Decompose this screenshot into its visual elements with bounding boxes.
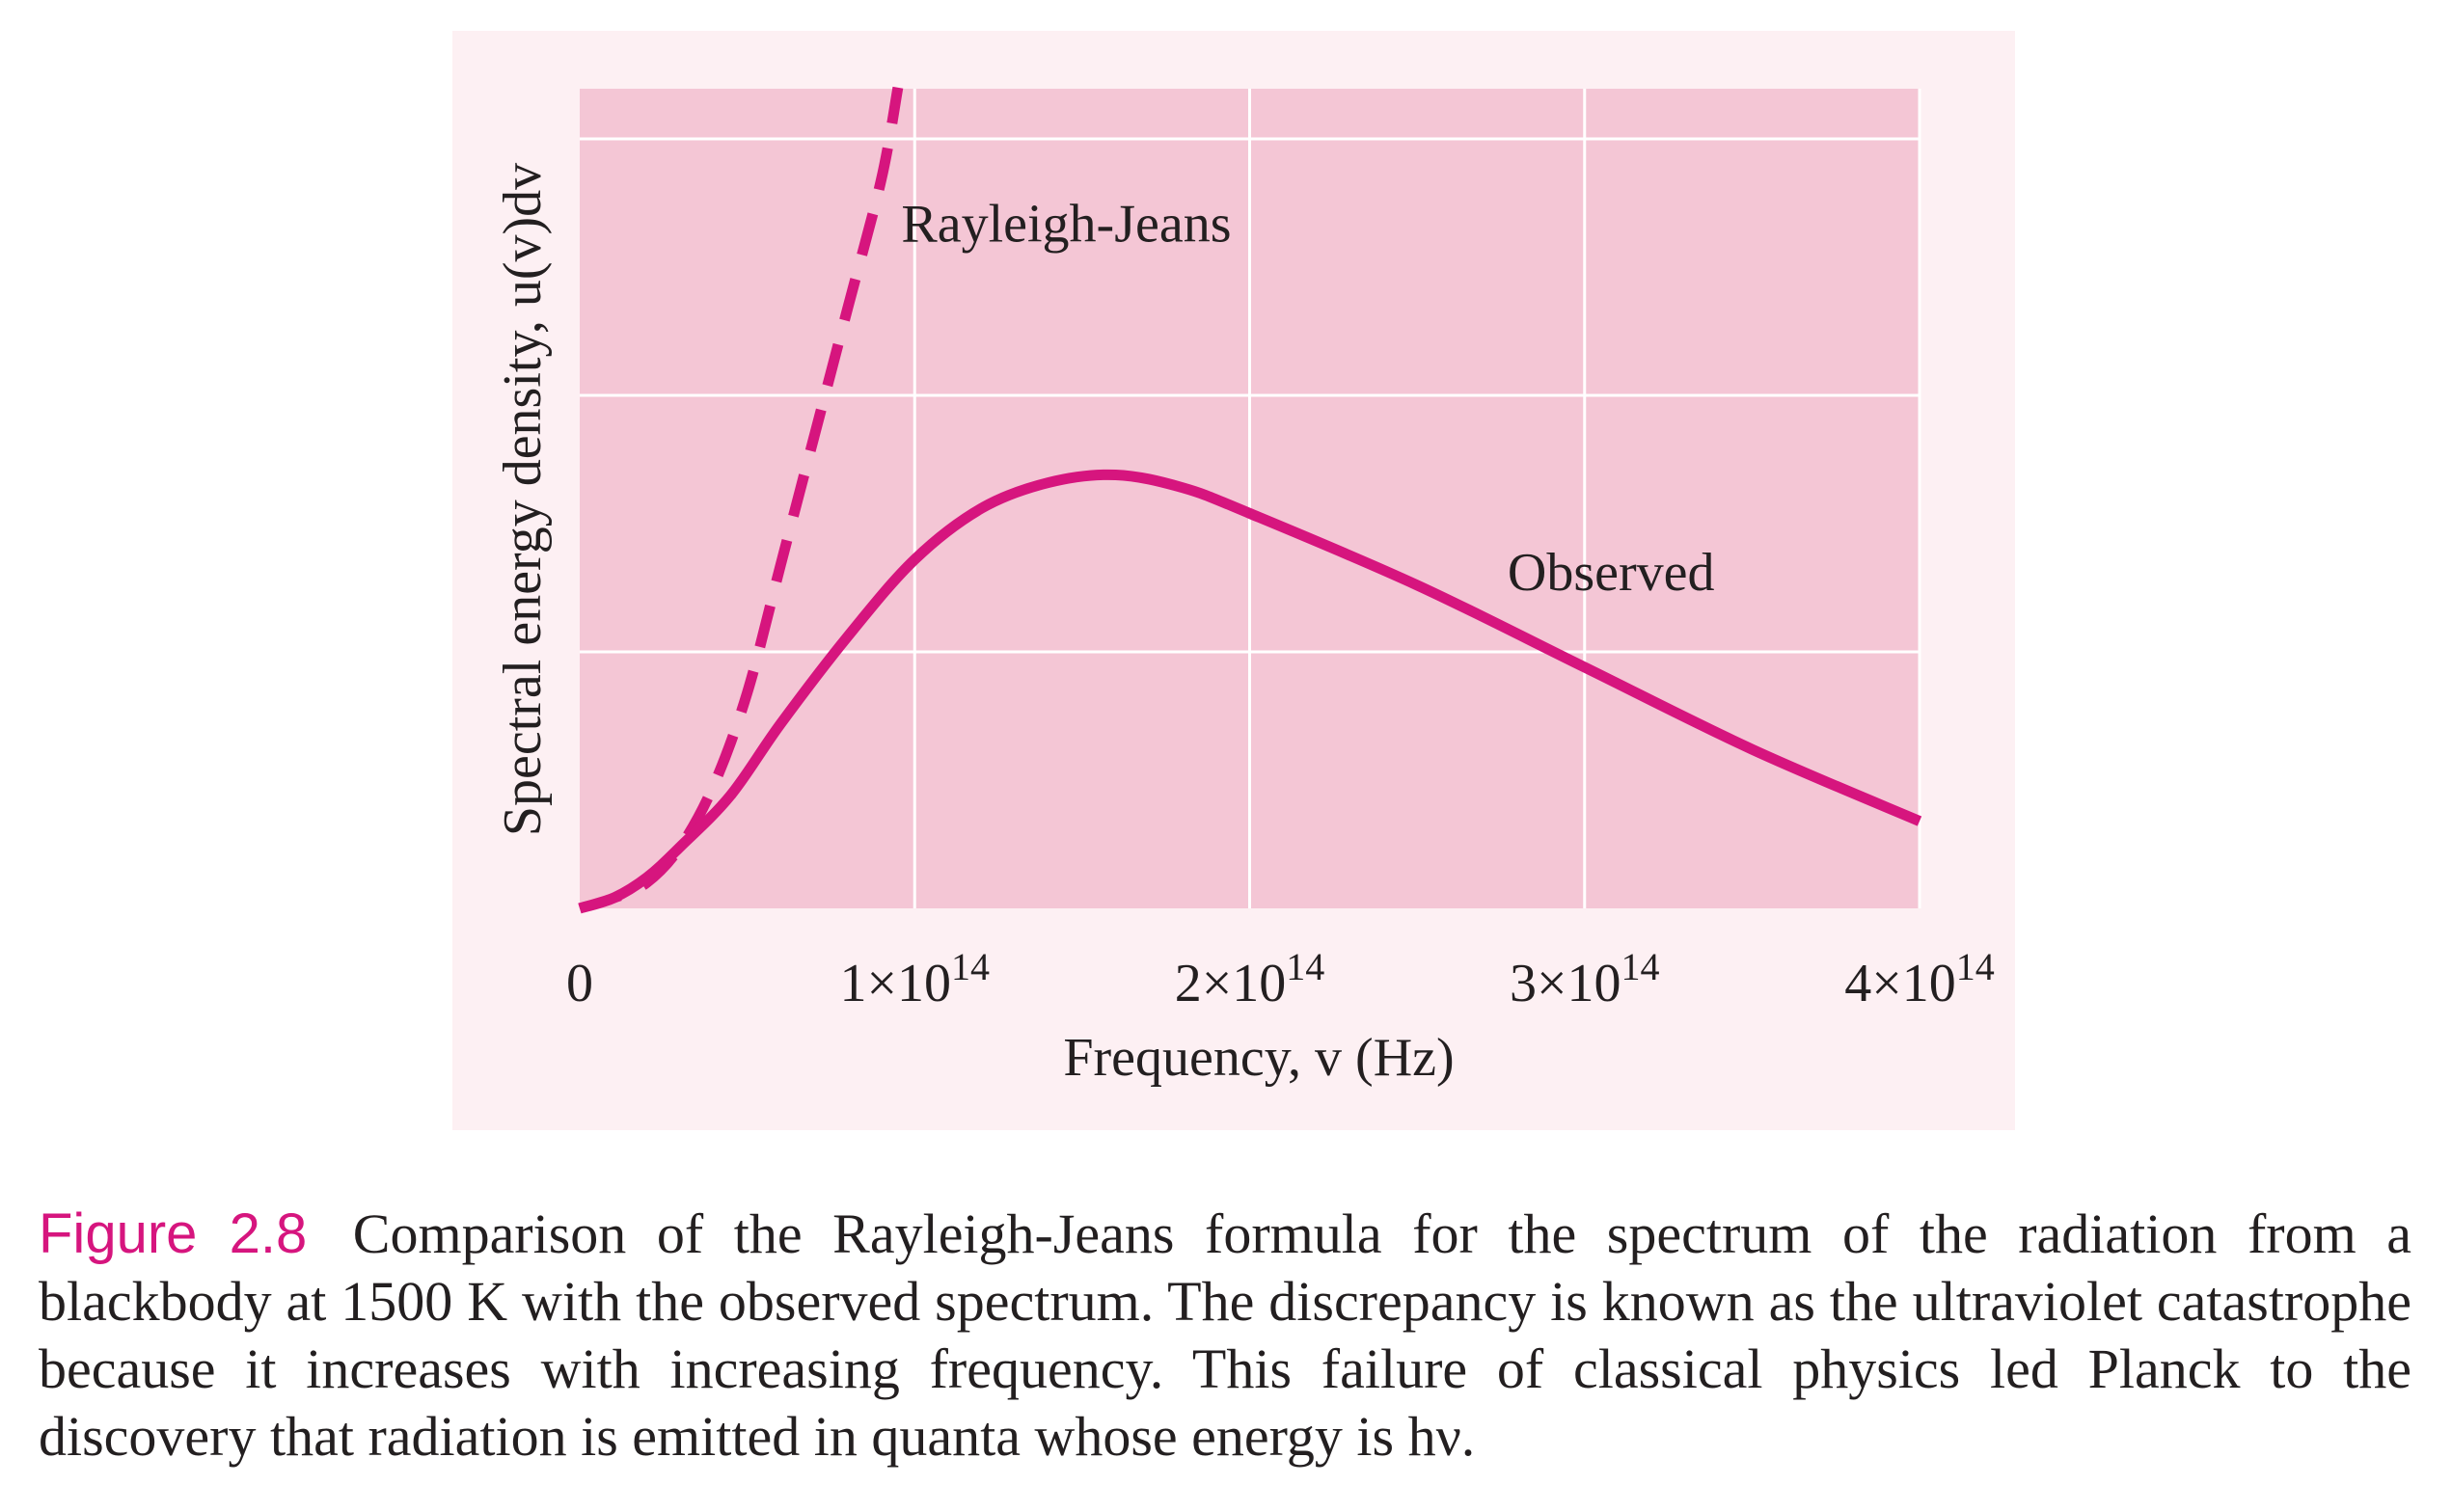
series-layer: [578, 86, 1922, 914]
chart: 0 1×1014 2×1014 3×1014 4×1014 Rayleigh-Jeans…: [493, 86, 1995, 1088]
x-tick-label-1: 1×1014: [839, 945, 990, 1013]
x-tick-label-0: 0: [566, 954, 593, 1013]
grid-layer: [580, 89, 1921, 908]
x-tick-label-4: 4×1014: [1844, 945, 1995, 1013]
x-axis-label: Frequency, v (Hz): [1063, 1028, 1454, 1088]
x-tick-label-2: 2×1014: [1175, 945, 1325, 1013]
annotation-label-0: Rayleigh-Jeans: [901, 194, 1231, 254]
figure-caption: Figure 2.8 Comparison of the Rayleigh-Je…: [39, 1201, 2411, 1471]
series-line-observed: [578, 469, 1922, 914]
annotation-label-1: Observed: [1508, 543, 1715, 603]
x-tick-labels: 0 1×1014 2×1014 3×1014 4×1014: [566, 945, 1995, 1013]
annotations: Rayleigh-Jeans Observed: [901, 194, 1714, 603]
y-axis-label: Spectral energy density, u(v)dv: [493, 163, 553, 836]
x-tick-label-3: 3×1014: [1510, 945, 1660, 1013]
caption-label: Figure 2.8: [39, 1202, 308, 1265]
caption-text: Comparison of the Rayleigh-Jeans formula…: [39, 1202, 2411, 1468]
